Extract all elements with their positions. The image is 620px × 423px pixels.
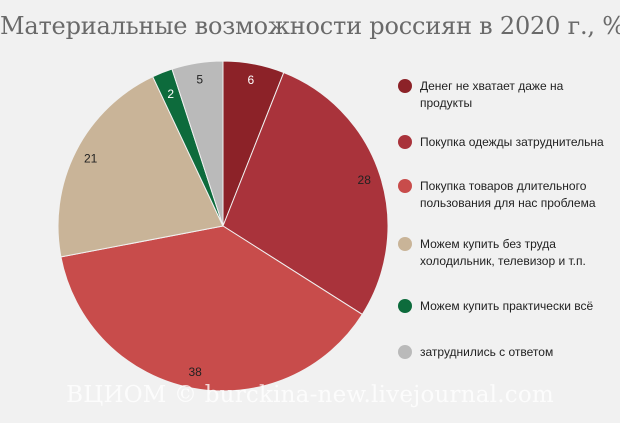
legend-label: Денег не хватает даже на продукты <box>420 79 564 110</box>
slice-value-label: 2 <box>167 87 174 101</box>
legend-label: Покупка товаров длительного пользования … <box>420 179 596 210</box>
pie-slices <box>57 60 389 392</box>
slice-value-label: 28 <box>358 173 372 187</box>
legend-label: Покупка одежды затруднительна <box>420 135 604 149</box>
legend-marker <box>398 179 412 193</box>
pie-slice <box>171 60 224 227</box>
legend-label: Можем купить без труда холодильник, теле… <box>420 237 586 268</box>
slice-value-label: 21 <box>84 152 98 166</box>
legend-marker <box>398 237 412 251</box>
slice-labels: 6 28 38 21 2 5 <box>84 72 371 379</box>
legend-marker <box>398 345 412 359</box>
legend-label: затруднились с ответом <box>420 345 554 359</box>
slice-value-label: 6 <box>247 73 254 87</box>
pie-slice <box>222 71 389 316</box>
watermark: ВЦИОМ © burckina-new.livejournal.com <box>66 382 554 408</box>
legend-label: Можем купить практически всё <box>420 299 594 313</box>
legend-marker <box>398 135 412 149</box>
pie-slice <box>57 76 224 258</box>
legend-marker <box>398 299 412 313</box>
legend-marker <box>398 79 412 93</box>
slice-value-label: 5 <box>196 72 203 86</box>
slice-value-label: 38 <box>188 365 202 379</box>
pie-slice <box>60 225 364 392</box>
chart-title: Материальные возможности россиян в 2020 … <box>0 12 620 40</box>
